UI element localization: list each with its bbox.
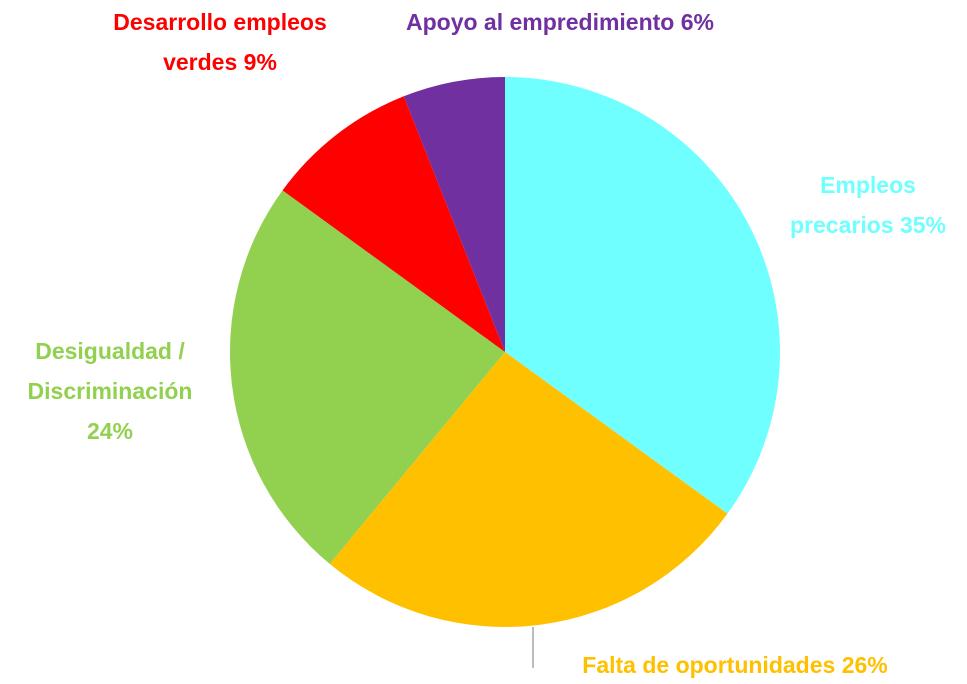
- pie-slice: [403, 77, 505, 352]
- pie-slice: [329, 352, 728, 627]
- slice-label: Desarrollo empleos verdes 9%: [112, 2, 328, 82]
- category-name: Apoyo al empredimiento: [405, 9, 675, 35]
- category-name: Falta de oportunidades: [582, 652, 836, 678]
- pie-slice: [505, 77, 780, 514]
- pie-slice: [282, 96, 505, 353]
- value-label: 6%: [680, 9, 714, 35]
- value-label: 26%: [841, 652, 888, 678]
- category-name: Empleos precarios: [790, 172, 916, 238]
- value-label: 9%: [243, 49, 277, 75]
- slice-label: Apoyo al empredimiento 6%: [380, 2, 740, 42]
- value-label: 35%: [899, 212, 946, 238]
- pie-slice: [230, 190, 506, 564]
- category-name: Desarrollo empleos verdes: [113, 9, 327, 75]
- slice-label: Empleos precarios 35%: [768, 165, 967, 245]
- value-label: 24%: [86, 418, 134, 444]
- slice-label: Falta de oportunidades 26%: [540, 645, 930, 684]
- slice-label: Desigualdad / Discriminación 24%: [10, 331, 210, 451]
- category-name: Desigualdad / Discriminación: [27, 338, 193, 404]
